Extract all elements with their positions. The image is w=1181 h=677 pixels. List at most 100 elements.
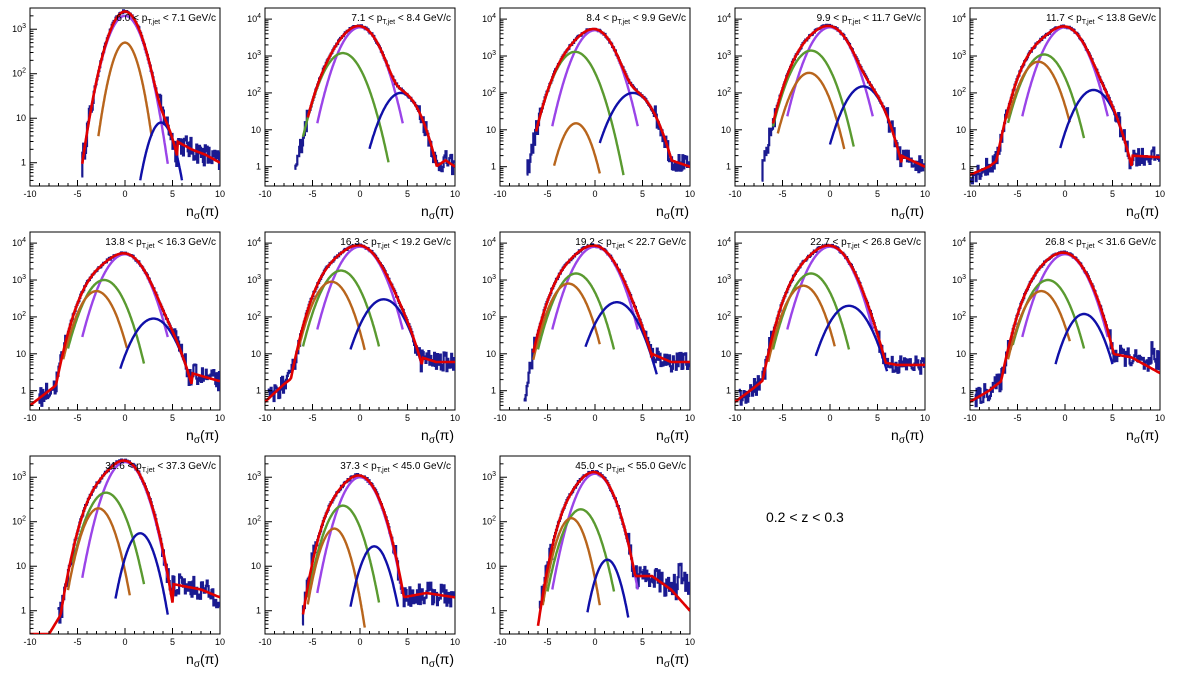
plot-frame — [29, 7, 221, 187]
y-tick-label: 104 — [482, 237, 496, 248]
x-tick-label: 10 — [215, 189, 225, 199]
x-tick-label: -10 — [493, 189, 506, 199]
x-tick-label: 10 — [1155, 189, 1165, 199]
y-tick-label: 103 — [247, 471, 261, 482]
x-tick-label: 0 — [592, 413, 597, 423]
x-tick-label: 10 — [920, 189, 930, 199]
series-kaon — [71, 491, 146, 585]
y-tick-label: 103 — [952, 274, 966, 285]
series-pion — [316, 26, 404, 124]
x-tick-label: 0 — [357, 189, 362, 199]
y-tick-label: 102 — [482, 87, 496, 98]
y-tick-label: 102 — [717, 87, 731, 98]
chart-title: 9.9 < pT,jet < 11.7 GeV/c — [817, 13, 921, 26]
x-tick-label: -5 — [543, 413, 551, 423]
series-proton — [1006, 289, 1071, 360]
chart-title: 13.8 < pT,jet < 16.3 GeV/c — [105, 237, 216, 250]
x-tick-label: -5 — [308, 637, 316, 647]
series-proton — [66, 507, 131, 596]
series-total — [306, 24, 455, 168]
y-tick-label: 103 — [12, 274, 26, 285]
series-kaon — [66, 278, 146, 364]
chart-title: 26.8 < pT,jet < 31.6 GeV/c — [1045, 237, 1156, 250]
x-tick-label: 0 — [592, 637, 597, 647]
y-tick-label: 103 — [717, 50, 731, 61]
series-kaon — [301, 51, 390, 163]
plot-frame — [264, 455, 456, 635]
x-axis-label: nσ(π) — [186, 203, 219, 222]
x-tick-label: 10 — [215, 637, 225, 647]
x-axis-label: nσ(π) — [186, 651, 219, 670]
y-tick-label: 1 — [491, 386, 496, 396]
x-tick-label: -10 — [493, 413, 506, 423]
x-axis-label: nσ(π) — [421, 651, 454, 670]
x-tick-label: -5 — [73, 413, 81, 423]
x-tick-label: 10 — [685, 189, 695, 199]
y-tick-label: 104 — [717, 13, 731, 24]
series-proton — [541, 517, 601, 606]
plot-area — [30, 458, 220, 634]
series-total — [970, 25, 1160, 177]
chart-panel-4: -10 -5 0 5 10 1 10 102 103 104 9.9 < pT,jet < 11.7… — [717, 7, 930, 222]
y-tick-label: 103 — [482, 274, 496, 285]
y-tick-label: 103 — [482, 50, 496, 61]
y-tick-label: 10 — [486, 561, 496, 571]
x-tick-label: -5 — [73, 189, 81, 199]
x-tick-label: 0 — [122, 189, 127, 199]
x-axis-label: nσ(π) — [421, 203, 454, 222]
x-tick-label: 0 — [592, 189, 597, 199]
x-tick-label: 10 — [215, 413, 225, 423]
x-tick-label: 0 — [1062, 189, 1067, 199]
y-tick-label: 102 — [12, 311, 26, 322]
series-electron — [114, 532, 169, 615]
x-tick-label: -5 — [543, 637, 551, 647]
x-axis-label: nσ(π) — [656, 203, 689, 222]
y-tick-label: 10 — [721, 125, 731, 135]
y-tick-label: 104 — [482, 13, 496, 24]
y-tick-label: 10 — [486, 125, 496, 135]
series-proton — [776, 71, 846, 150]
chart-panel-1: -10 -5 0 5 10 1 10 102 103 6.0 < pT,jet < 7.1 GeV… — [12, 7, 225, 222]
y-tick-label: 102 — [952, 311, 966, 322]
y-tick-label: 10 — [956, 125, 966, 135]
x-tick-label: 5 — [1110, 189, 1115, 199]
y-tick-label: 1 — [21, 606, 26, 616]
chart-title: 19.2 < pT,jet < 22.7 GeV/c — [575, 237, 686, 250]
series-electron — [349, 545, 400, 607]
y-tick-label: 1 — [726, 162, 731, 172]
y-tick-label: 104 — [247, 237, 261, 248]
y-tick-label: 102 — [247, 516, 261, 527]
plot-area — [81, 9, 220, 181]
chart-panel-10: -10 -5 0 5 10 1 10 102 103 104 26.8 < pT,jet < 31.… — [952, 231, 1165, 446]
x-tick-label: -10 — [963, 413, 976, 423]
y-tick-label: 103 — [12, 471, 26, 482]
y-tick-label: 103 — [717, 274, 731, 285]
x-tick-label: 0 — [357, 413, 362, 423]
y-tick-label: 103 — [482, 471, 496, 482]
series-proton — [97, 41, 153, 137]
series-proton — [532, 282, 601, 361]
y-tick-label: 10 — [251, 561, 261, 571]
series-kaon — [1011, 278, 1086, 349]
y-tick-label: 102 — [482, 516, 496, 527]
x-tick-label: 10 — [685, 637, 695, 647]
chart-title: 16.3 < pT,jet < 19.2 GeV/c — [340, 237, 451, 250]
x-tick-label: -5 — [1013, 413, 1021, 423]
y-tick-label: 1 — [256, 606, 261, 616]
x-tick-label: 0 — [357, 637, 362, 647]
x-tick-label: 0 — [122, 637, 127, 647]
chart-panel-6: -10 -5 0 5 10 1 10 102 103 104 13.8 < pT,jet < 16.… — [12, 231, 225, 446]
series-electron — [586, 558, 630, 618]
series-total — [30, 459, 220, 634]
x-tick-label: 5 — [875, 413, 880, 423]
plot-area — [735, 243, 925, 406]
plot-frame — [499, 455, 691, 635]
series-total — [265, 244, 455, 403]
x-tick-label: -10 — [258, 637, 271, 647]
chart-title: 6.0 < pT,jet < 7.1 GeV/c — [116, 13, 216, 26]
x-tick-label: 5 — [405, 189, 410, 199]
x-tick-label: 10 — [1155, 413, 1165, 423]
y-tick-label: 10 — [16, 349, 26, 359]
y-tick-label: 102 — [12, 516, 26, 527]
